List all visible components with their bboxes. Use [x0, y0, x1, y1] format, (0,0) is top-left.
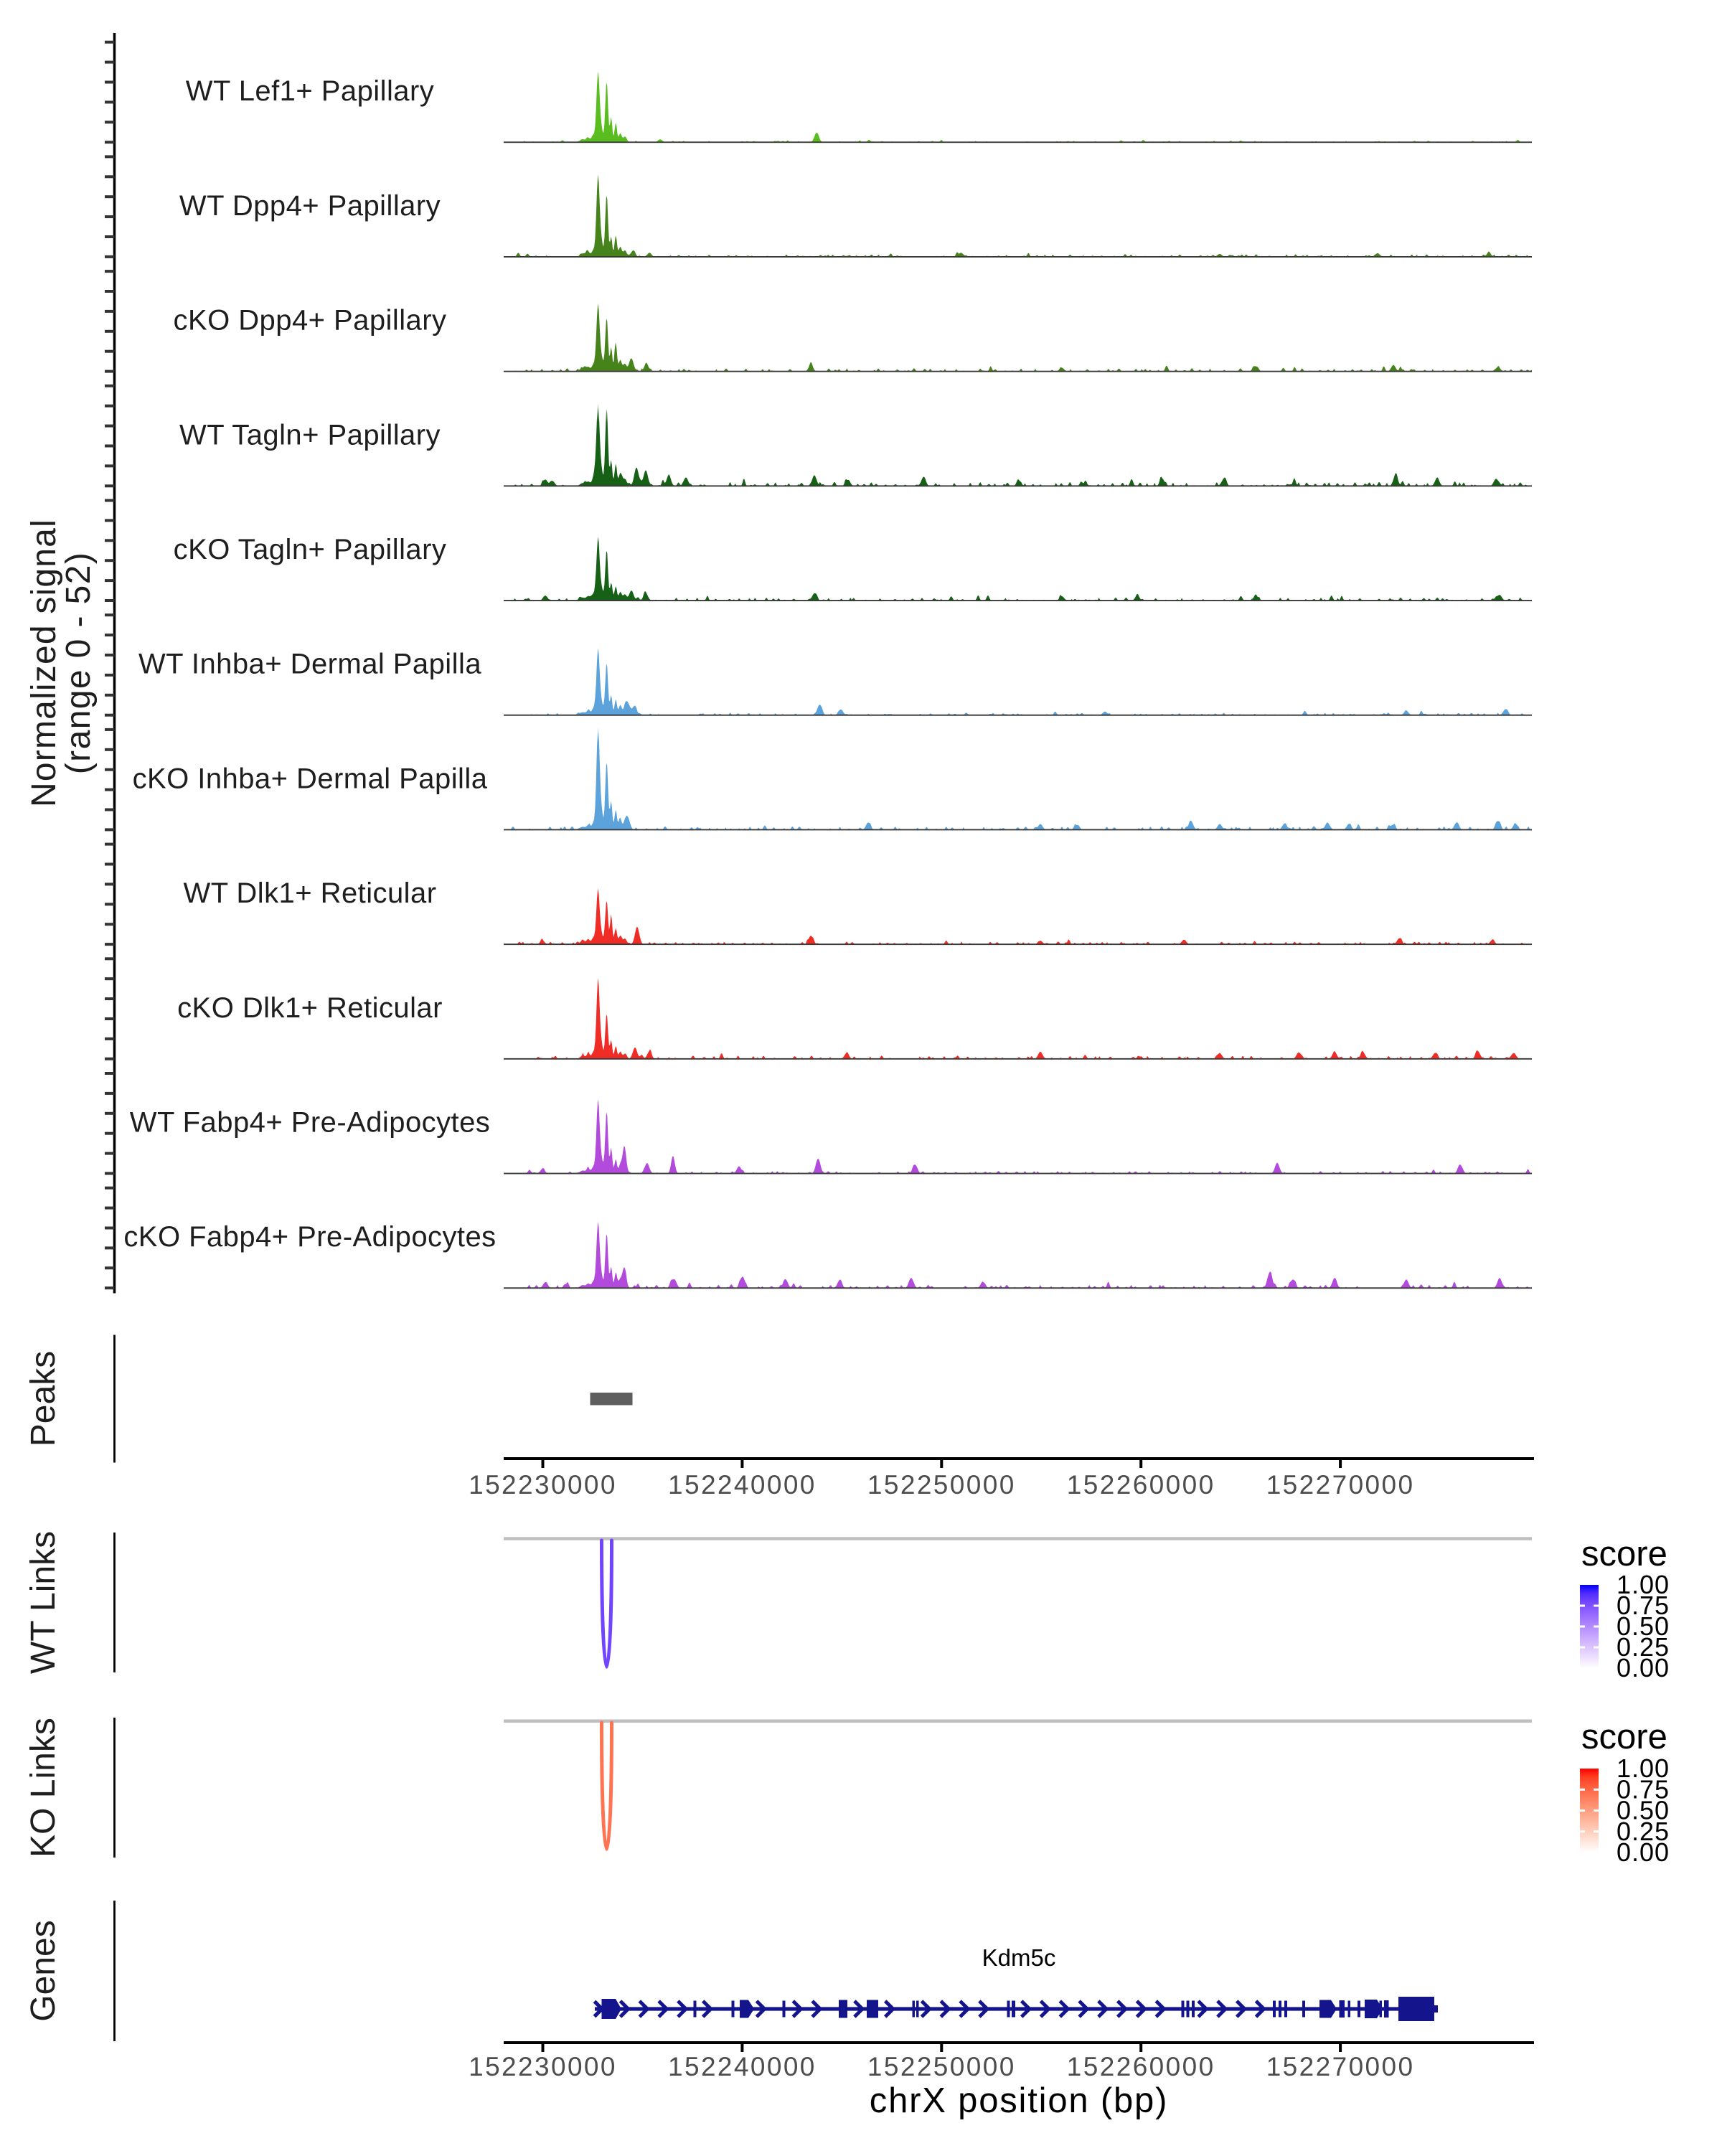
svg-text:152240000: 152240000 — [668, 1470, 817, 1500]
svg-text:152270000: 152270000 — [1266, 2052, 1415, 2081]
svg-text:cKO Tagln+ Papillary: cKO Tagln+ Papillary — [174, 534, 447, 565]
svg-text:0.75: 0.75 — [1617, 1774, 1670, 1804]
svg-text:(range 0 - 52): (range 0 - 52) — [60, 552, 98, 774]
svg-text:0.50: 0.50 — [1617, 1611, 1670, 1641]
svg-text:0.75: 0.75 — [1617, 1591, 1670, 1620]
svg-text:1.00: 1.00 — [1617, 1570, 1670, 1599]
svg-text:Kdm5c: Kdm5c — [982, 1944, 1056, 1971]
svg-text:Normalized signal: Normalized signal — [25, 519, 63, 807]
svg-text:1.00: 1.00 — [1617, 1753, 1670, 1783]
svg-text:152250000: 152250000 — [867, 1470, 1016, 1500]
svg-text:WT Dlk1+ Reticular: WT Dlk1+ Reticular — [183, 877, 436, 909]
svg-text:WT Inhba+ Dermal Papilla: WT Inhba+ Dermal Papilla — [138, 649, 481, 680]
svg-text:WT Tagln+ Papillary: WT Tagln+ Papillary — [179, 419, 441, 451]
svg-text:0.25: 0.25 — [1617, 1632, 1670, 1662]
svg-text:152230000: 152230000 — [469, 2052, 617, 2081]
svg-text:152260000: 152260000 — [1067, 1470, 1215, 1500]
svg-text:152240000: 152240000 — [668, 2052, 817, 2081]
svg-text:152260000: 152260000 — [1067, 2052, 1215, 2081]
svg-text:WT Fabp4+ Pre-Adipocytes: WT Fabp4+ Pre-Adipocytes — [130, 1107, 491, 1139]
svg-text:WT Links: WT Links — [24, 1531, 62, 1674]
svg-text:0.00: 0.00 — [1617, 1837, 1670, 1867]
svg-text:152250000: 152250000 — [867, 2052, 1016, 2081]
svg-text:Peaks: Peaks — [24, 1351, 62, 1446]
svg-text:cKO Dpp4+ Papillary: cKO Dpp4+ Papillary — [174, 305, 447, 336]
svg-text:score: score — [1581, 1718, 1667, 1756]
svg-text:0.25: 0.25 — [1617, 1817, 1670, 1846]
svg-text:WT Dpp4+ Papillary: WT Dpp4+ Papillary — [179, 190, 441, 222]
svg-text:152270000: 152270000 — [1266, 1470, 1415, 1500]
svg-text:cKO Inhba+ Dermal Papilla: cKO Inhba+ Dermal Papilla — [133, 763, 488, 794]
svg-text:WT Lef1+ Papillary: WT Lef1+ Papillary — [186, 75, 434, 107]
svg-text:KO Links: KO Links — [24, 1718, 62, 1858]
svg-text:0.00: 0.00 — [1617, 1653, 1670, 1682]
svg-text:152230000: 152230000 — [469, 1470, 617, 1500]
svg-text:chrX position (bp): chrX position (bp) — [870, 2081, 1168, 2120]
svg-text:0.50: 0.50 — [1617, 1796, 1670, 1825]
svg-text:score: score — [1581, 1535, 1667, 1573]
svg-text:Genes: Genes — [24, 1920, 62, 2021]
svg-text:cKO Fabp4+ Pre-Adipocytes: cKO Fabp4+ Pre-Adipocytes — [123, 1221, 496, 1253]
svg-text:cKO Dlk1+ Reticular: cKO Dlk1+ Reticular — [177, 992, 443, 1024]
